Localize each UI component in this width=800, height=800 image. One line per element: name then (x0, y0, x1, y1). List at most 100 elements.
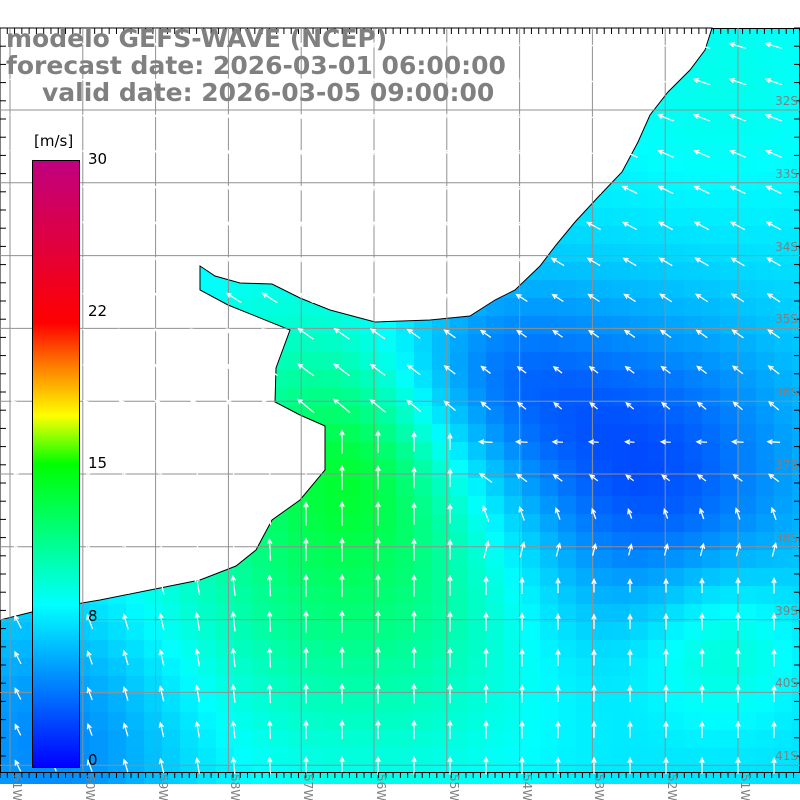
wind-arrow (375, 537, 381, 562)
wind-arrow (297, 363, 315, 377)
speed-cell (612, 190, 630, 208)
wind-arrow (624, 365, 635, 374)
wind-arrow (770, 506, 777, 521)
speed-cell (522, 604, 540, 622)
speed-cell (198, 694, 216, 712)
speed-cell (90, 676, 108, 694)
speed-cell (738, 694, 756, 712)
speed-cell (252, 604, 270, 622)
wind-arrow (765, 149, 782, 158)
speed-cell (306, 586, 324, 604)
wind-arrow (621, 185, 638, 195)
speed-cell (738, 532, 756, 550)
speed-cell (324, 460, 342, 478)
wind-arrow (552, 329, 564, 338)
wind-arrow (519, 541, 526, 558)
speed-cell (576, 712, 594, 730)
speed-cell (396, 676, 414, 694)
speed-cell (216, 730, 234, 748)
speed-cell (648, 604, 666, 622)
speed-cell (738, 298, 756, 316)
speed-cell (486, 352, 504, 370)
speed-cell (324, 622, 342, 640)
wind-arrow (333, 327, 350, 340)
speed-cell (792, 370, 800, 388)
speed-cell (702, 748, 720, 766)
speed-cell (774, 748, 792, 766)
speed-cell (576, 226, 594, 244)
speed-cell (306, 316, 324, 334)
speed-cell (576, 298, 594, 316)
wind-arrow (406, 293, 421, 303)
speed-cell (342, 370, 360, 388)
colorbar-tick: 15 (88, 454, 108, 472)
speed-cell (756, 64, 774, 82)
speed-cell (342, 316, 360, 334)
speed-cell (558, 370, 576, 388)
speed-cell (396, 568, 414, 586)
wind-arrow (771, 684, 777, 703)
speed-cell (630, 622, 648, 640)
speed-cell (612, 208, 630, 226)
wind-arrow (586, 221, 601, 231)
speed-cell (414, 370, 432, 388)
speed-cell (0, 622, 18, 640)
speed-cell (378, 712, 396, 730)
wind-arrow (9, 150, 26, 158)
speed-cell (414, 388, 432, 406)
speed-cell (576, 730, 594, 748)
speed-cell (774, 658, 792, 676)
speed-cell (108, 658, 126, 676)
speed-cell (0, 748, 18, 766)
speed-cell (414, 694, 432, 712)
speed-cell (360, 334, 378, 352)
speed-cell (666, 604, 684, 622)
wind-arrow (735, 756, 741, 774)
speed-cell (774, 352, 792, 370)
speed-cell (396, 532, 414, 550)
wind-arrow (81, 150, 98, 158)
wind-arrow (189, 185, 206, 194)
speed-cell (702, 100, 720, 118)
wind-arrow (730, 439, 744, 445)
speed-cell (792, 568, 800, 586)
wind-arrow (261, 398, 279, 413)
wind-arrow (13, 578, 22, 593)
speed-cell (576, 244, 594, 262)
speed-cell (414, 460, 432, 478)
speed-cell (306, 676, 324, 694)
speed-cell (414, 658, 432, 676)
wind-arrow (411, 466, 417, 489)
speed-cell (630, 262, 648, 280)
speed-cell (738, 514, 756, 532)
wind-arrow (659, 329, 672, 339)
wind-arrow (369, 78, 386, 86)
speed-cell (522, 334, 540, 352)
wind-arrow (153, 114, 170, 122)
speed-cell (702, 46, 720, 64)
speed-cell (738, 586, 756, 604)
wind-arrow (375, 573, 381, 597)
speed-cell (360, 406, 378, 424)
speed-cell (396, 460, 414, 478)
forecast-date: forecast date: 2026-03-01 06:00:00 (6, 51, 506, 80)
wind-arrow (519, 720, 525, 739)
speed-cell (684, 334, 702, 352)
speed-cell (774, 640, 792, 658)
speed-cell (702, 370, 720, 388)
speed-cell (324, 316, 342, 334)
wind-arrow (766, 257, 781, 267)
speed-cell (666, 406, 684, 424)
speed-cell (702, 532, 720, 550)
speed-cell (450, 496, 468, 514)
speed-cell (252, 586, 270, 604)
speed-cell (432, 694, 450, 712)
speed-cell (378, 676, 396, 694)
speed-cell (774, 298, 792, 316)
speed-cell (612, 262, 630, 280)
wind-arrow (555, 542, 562, 557)
colorbar (32, 160, 80, 768)
speed-cell (108, 766, 126, 784)
colorbar-tick: 0 (88, 751, 98, 769)
speed-cell (432, 370, 450, 388)
